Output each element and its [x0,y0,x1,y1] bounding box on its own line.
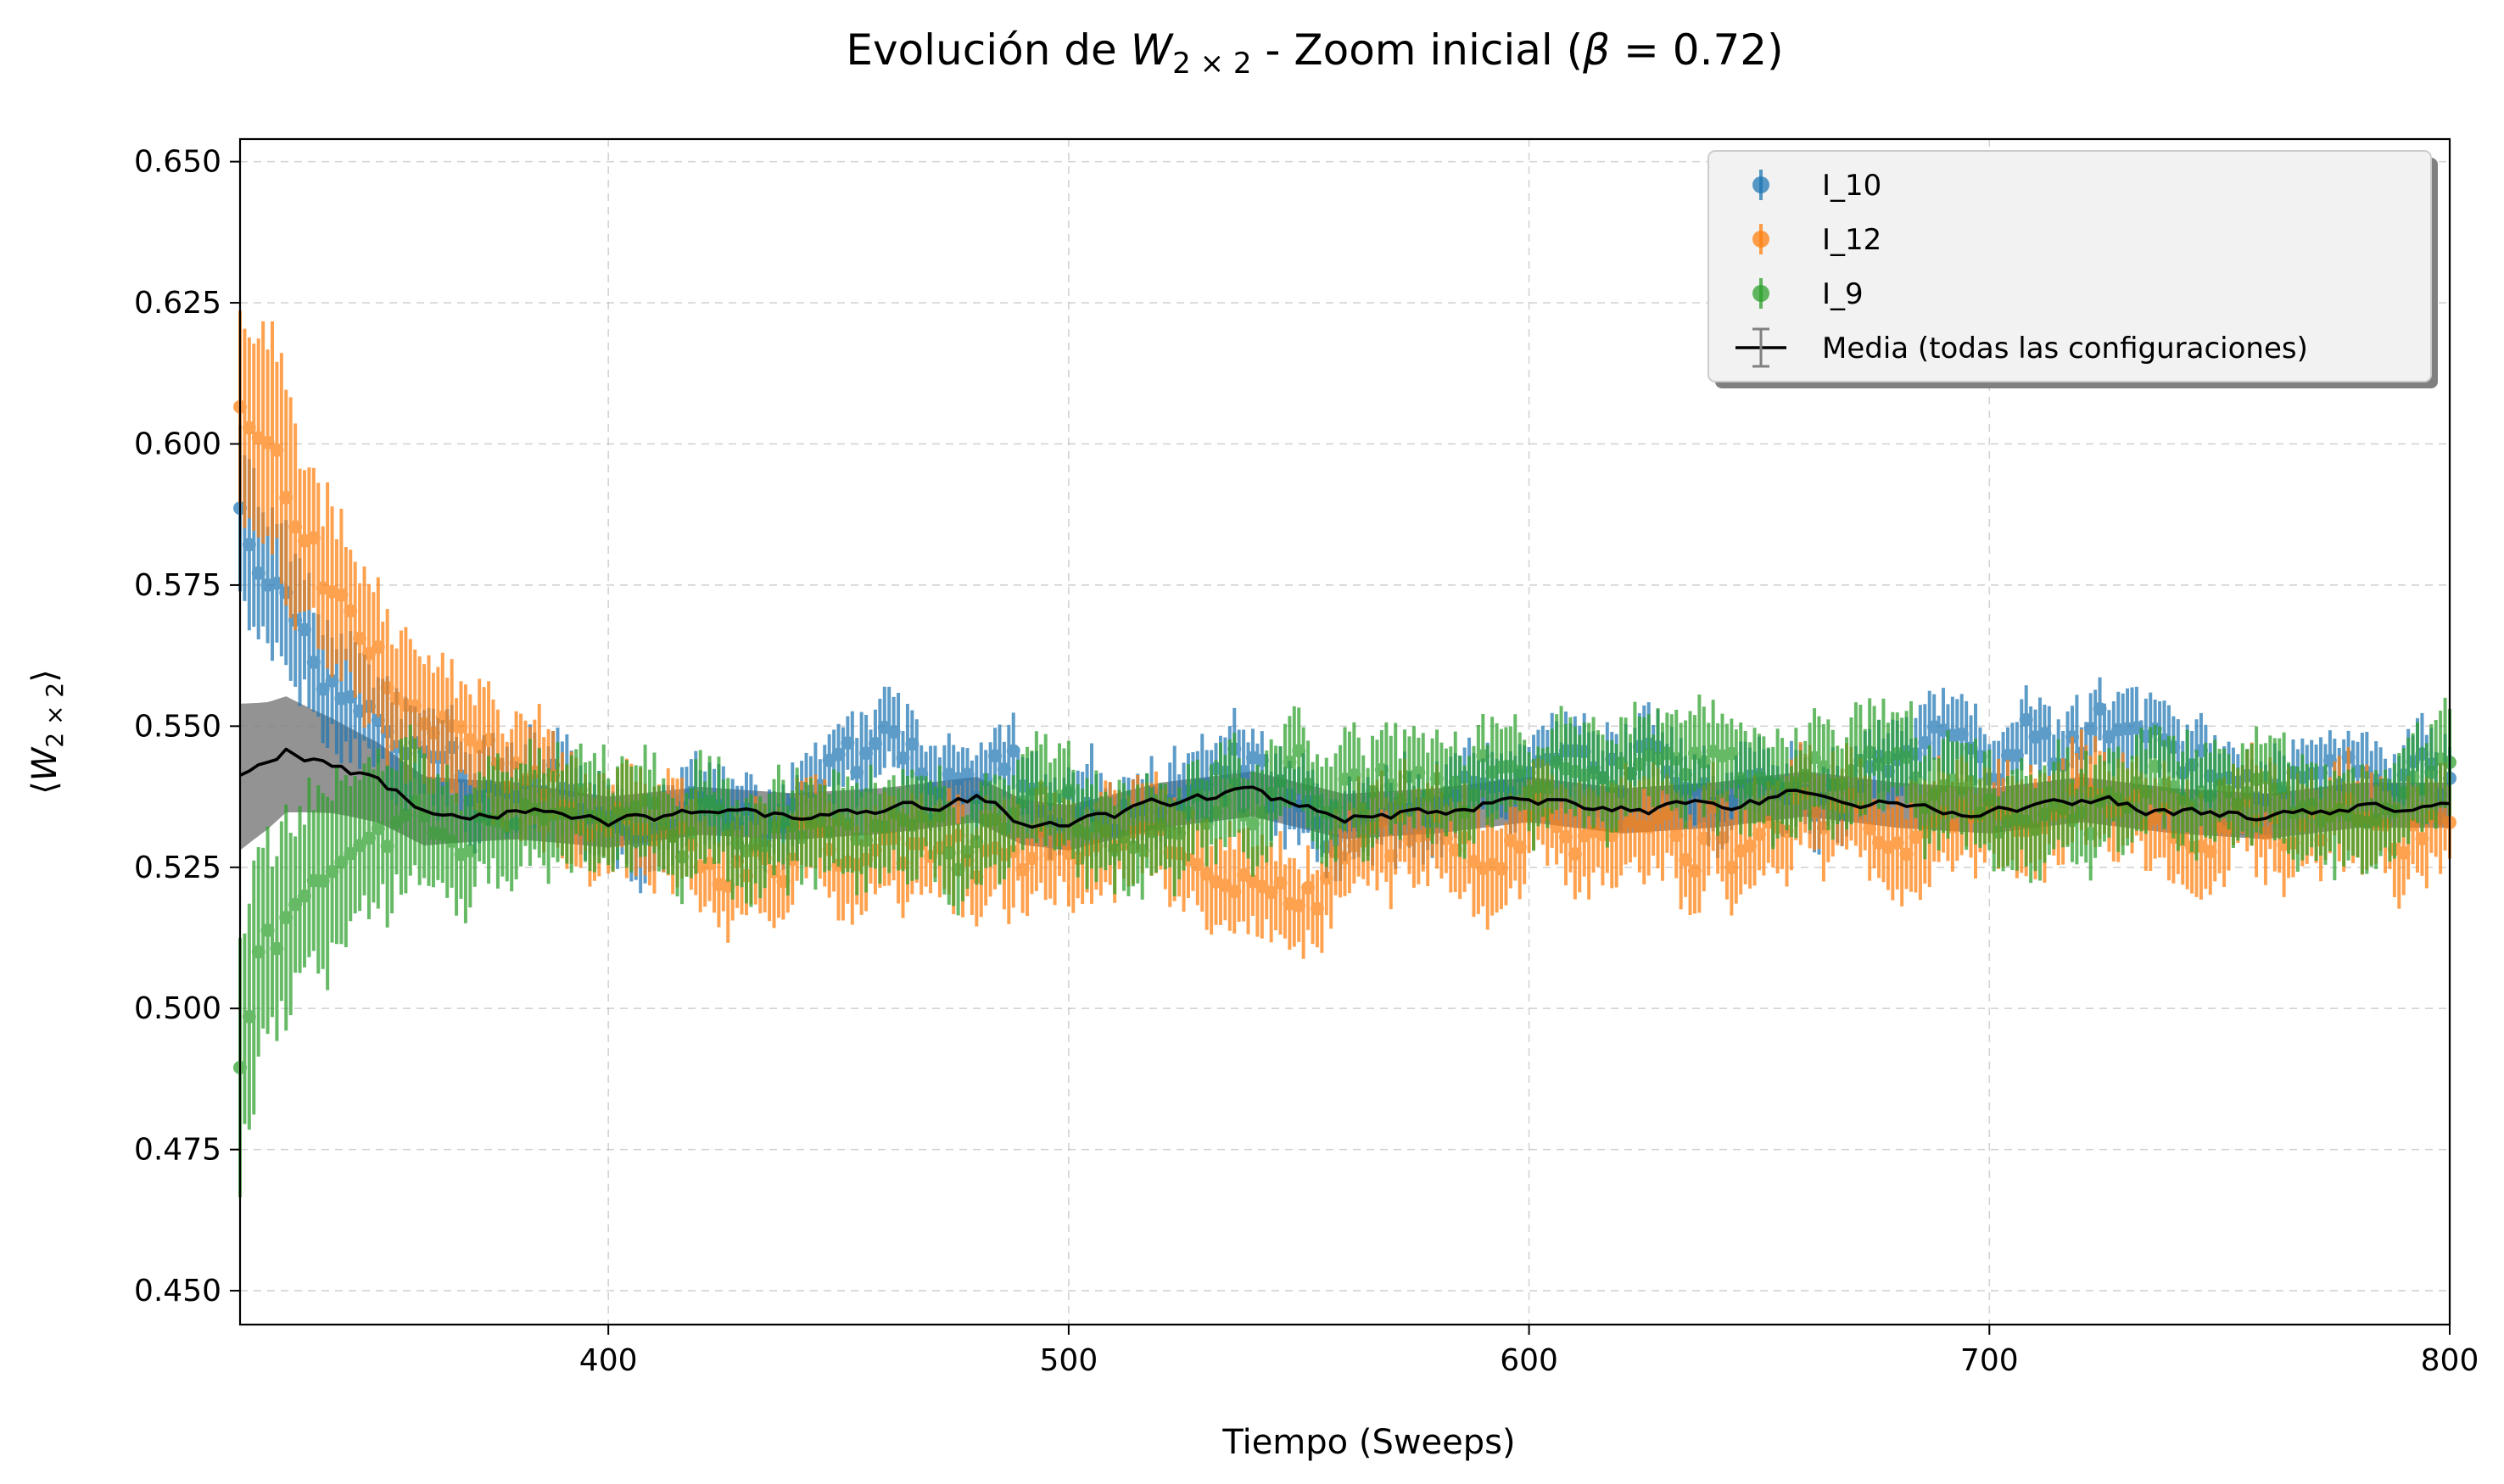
legend: I_10 I_12 I_9 Media (todas las configuracio… [1708,150,2438,388]
legend-marker [1752,285,1769,302]
plot-frame [238,137,2451,1326]
y-tick-label: 0.625 [134,286,221,321]
legend-items: I_10 I_12 I_9 Media (todas las configuracio… [1735,169,2308,368]
y-tick-label: 0.550 [134,709,221,744]
y-axis-label: ⟨W2 × 2⟩ [25,669,69,795]
legend-label: I_9 [1822,277,1864,311]
y-tick-label: 0.575 [134,568,221,603]
ylabel-subscript: 2 × 2 [41,683,69,748]
legend-item: I_10 [1752,169,1881,203]
title-suffix: = 0.72) [1610,25,1784,75]
axis-ticks: 400 500 600 700 800 0.450 0.475 0.500 0.525 0.550… [134,145,2479,1378]
legend-marker [1752,176,1769,193]
legend-item: I_12 [1752,223,1881,257]
x-tick-label: 400 [579,1343,638,1378]
ylabel-close: ⟩ [25,669,64,683]
x-axis-label: Tiempo (Sweeps) [1221,1423,1515,1462]
legend-item: Media (todas las configuraciones) [1735,327,2308,368]
legend-marker [1752,231,1769,248]
x-tick-label: 600 [1500,1343,1558,1378]
plot-area: 400 500 600 700 800 0.450 0.475 0.500 0.525 0.550… [134,137,2479,1378]
legend-label: I_10 [1822,169,1881,203]
mean-line [239,747,2451,829]
ylabel-symbol: W [25,746,64,781]
data-layer [233,310,2456,1197]
y-tick-label: 0.475 [134,1133,221,1168]
x-tick-label: 700 [1960,1343,2019,1378]
y-tick-label: 0.500 [134,991,221,1026]
ylabel-open: ⟨ [25,781,64,795]
series-I_9 [233,695,2456,1197]
y-tick-label: 0.650 [134,145,221,180]
y-tick-label: 0.450 [134,1274,221,1308]
y-tick-label: 0.525 [134,851,221,885]
y-tick-label: 0.600 [134,427,221,461]
chart-title: Evolución de W2 × 2 - Zoom inicial (β = … [846,25,1783,81]
title-middle: - Zoom inicial ( [1252,25,1584,75]
legend-box [1708,150,2432,382]
x-tick-label: 500 [1040,1343,1098,1378]
title-beta: β [1582,25,1610,75]
title-symbol: W [1131,25,1174,75]
legend-item: I_9 [1752,277,1864,311]
title-subscript: 2 × 2 [1172,47,1251,81]
legend-label: Media (todas las configuraciones) [1822,332,2308,365]
x-tick-label: 800 [2421,1343,2479,1378]
title-prefix: Evolución de [846,25,1130,75]
legend-label: I_12 [1822,223,1881,257]
